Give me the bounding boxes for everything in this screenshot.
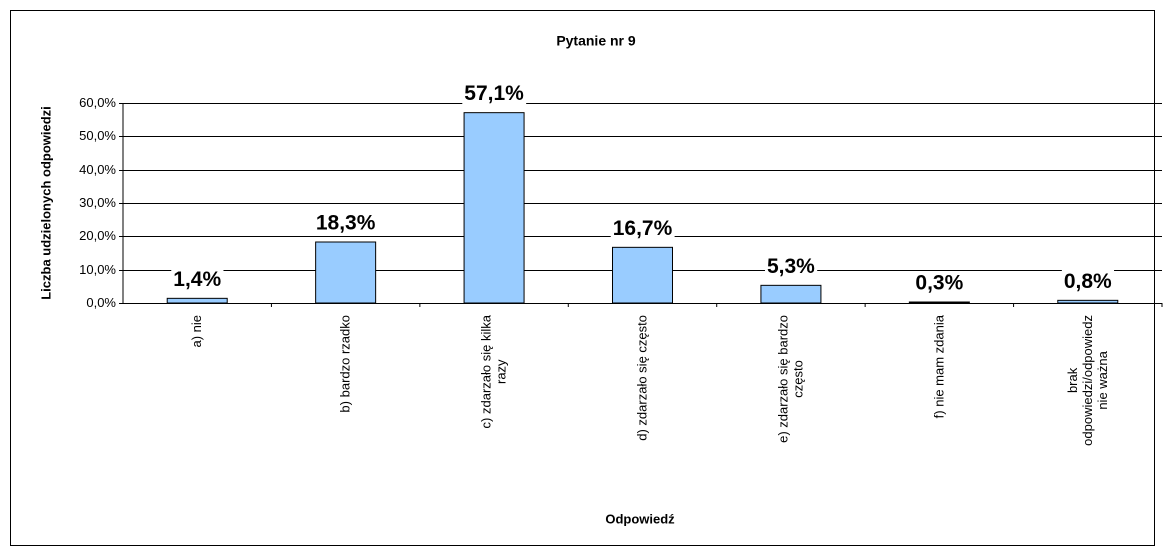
bar	[463, 112, 525, 304]
x-tick-label: a) nie	[189, 315, 204, 348]
y-tick-label: 50,0%	[79, 128, 116, 143]
bar	[612, 246, 673, 304]
data-label-bg	[462, 82, 527, 106]
chart-title: Pytanie nr 9	[556, 33, 636, 49]
data-label: 0,3%	[915, 272, 963, 295]
y-tick-label: 30,0%	[79, 195, 116, 210]
data-label-bg	[610, 216, 675, 240]
data-label-bg	[764, 254, 818, 278]
x-tick-label: e) zdarzało się bardzoczęsto	[775, 315, 805, 443]
data-label-bg	[1061, 269, 1115, 293]
bar	[760, 284, 822, 304]
y-tick-label: 60,0%	[79, 95, 116, 110]
bar	[1057, 299, 1119, 304]
data-label: 1,4%	[173, 268, 221, 291]
y-tick-label: 20,0%	[79, 228, 116, 243]
data-label: 0,8%	[1064, 270, 1112, 293]
x-tick-label: brakodpowiedzi/odpowiedznie ważna	[1065, 315, 1110, 446]
y-tick-label: 10,0%	[79, 262, 116, 277]
bar	[315, 241, 377, 304]
y-tick-label: 40,0%	[79, 162, 116, 177]
bar	[908, 301, 970, 304]
y-tick-label: 0,0%	[86, 295, 116, 310]
x-tick-label: b) bardzo rzadko	[338, 315, 353, 413]
y-axis-label: Liczba udzielonych odpowiedzi	[38, 106, 53, 300]
x-tick-label: f) nie mam zdania	[931, 314, 946, 418]
x-tick-label: d) zdarzało się często	[635, 315, 650, 441]
data-label: 16,7%	[613, 217, 673, 240]
data-label: 18,3%	[316, 212, 376, 235]
x-tick-label: c) zdarzało się kilkarazy	[479, 314, 509, 428]
data-label: 57,1%	[464, 82, 524, 105]
x-axis-label: Odpowiedź	[605, 511, 675, 526]
data-label-bg	[313, 211, 378, 235]
data-label-bg	[913, 271, 966, 295]
data-label: 5,3%	[767, 255, 815, 278]
data-label-bg	[171, 267, 224, 291]
bar	[166, 297, 228, 304]
